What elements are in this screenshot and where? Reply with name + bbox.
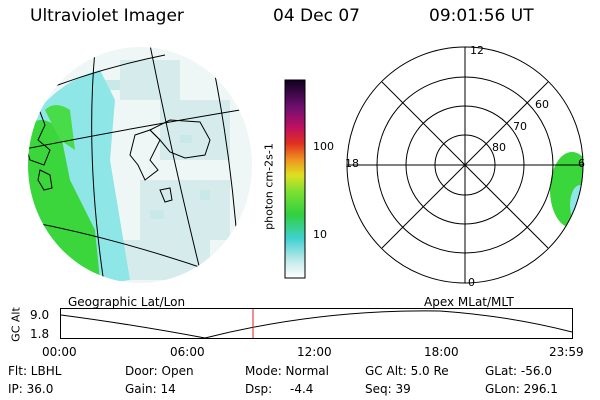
gain-info: Gain: 14 xyxy=(125,382,176,396)
lat-label-80: 80 xyxy=(492,141,506,154)
altitude-plot xyxy=(60,308,573,339)
app-title: Ultraviolet Imager xyxy=(30,6,184,26)
seq-info: Seq: 39 xyxy=(365,382,411,396)
time-label: 09:01:56 UT xyxy=(429,6,534,26)
dsp-value: -4.4 xyxy=(290,382,314,396)
ip-info: IP: 36.0 xyxy=(8,382,54,396)
altitude-plot-frame xyxy=(60,308,573,339)
mlt-label-0: 0 xyxy=(468,276,475,289)
lat-label-60: 60 xyxy=(535,98,549,111)
xtick-2359: 23:59 xyxy=(549,345,584,359)
xtick-0000: 00:00 xyxy=(42,345,77,359)
lat-label-70: 70 xyxy=(513,120,527,133)
glon-info: GLon: 296.1 xyxy=(485,382,558,396)
geographic-map xyxy=(28,47,252,283)
colorbar xyxy=(284,79,306,279)
altitude-ylabel: GC Alt xyxy=(9,307,23,342)
colorbar-unit-label: photon cm-2s-1 xyxy=(262,143,276,230)
mode-info: Mode: Normal xyxy=(245,364,329,378)
door-info: Door: Open xyxy=(125,364,194,378)
altitude-ytick-min: 1.8 xyxy=(30,327,50,341)
xtick-1200: 12:00 xyxy=(297,345,332,359)
glat-info: GLat: -56.0 xyxy=(485,364,552,378)
filter-info: Flt: LBHL xyxy=(8,364,62,378)
altitude-curve xyxy=(60,310,573,339)
colorbar-tick-10: 10 xyxy=(313,228,327,241)
geographic-label: Geographic Lat/Lon xyxy=(68,295,186,309)
date-label: 04 Dec 07 xyxy=(273,6,360,26)
colorbar-tick-100: 100 xyxy=(313,140,334,153)
mlt-label-6: 6 xyxy=(578,157,585,170)
mlt-label-18: 18 xyxy=(345,157,359,170)
dsp-label: Dsp: xyxy=(245,382,273,396)
polar-plot xyxy=(346,46,584,284)
xtick-1800: 18:00 xyxy=(424,345,459,359)
gc-alt-info: GC Alt: 5.0 Re xyxy=(365,364,449,378)
xtick-0600: 06:00 xyxy=(170,345,205,359)
mlt-label-12: 12 xyxy=(470,44,484,57)
altitude-ytick-max: 9.0 xyxy=(30,308,50,322)
apex-label: Apex MLat/MLT xyxy=(424,295,514,309)
